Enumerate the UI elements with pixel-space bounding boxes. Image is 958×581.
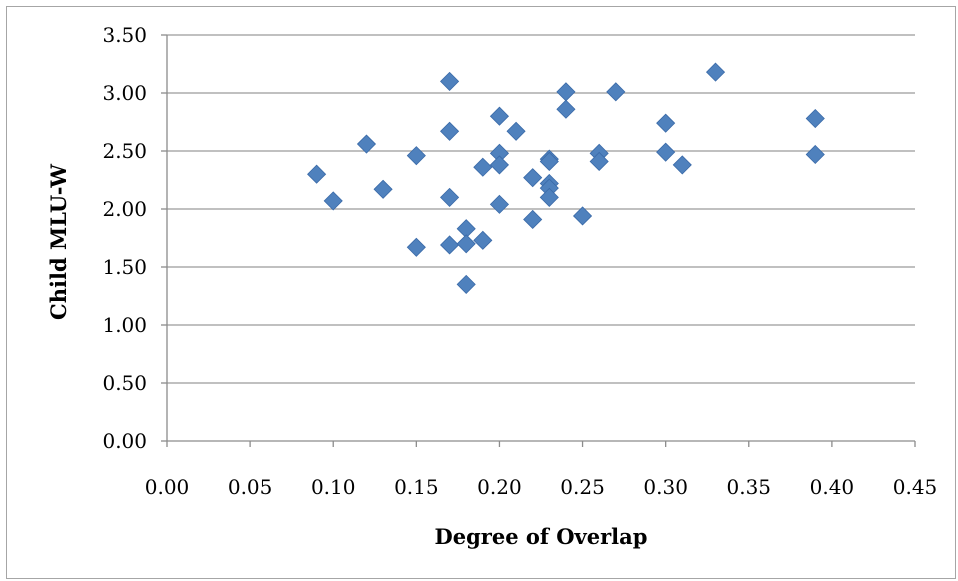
data-point-27 [556,82,576,102]
data-point-37 [805,108,825,129]
data-point-15 [489,106,510,126]
data-point-28 [556,99,576,119]
data-points [307,62,825,294]
x-tick-label: 0.45 [893,475,938,499]
data-point-9 [440,235,460,255]
x-tick-label: 0.40 [810,475,855,499]
data-point-14 [473,230,493,250]
chart-frame [6,6,956,579]
x-tick-label: 0.10 [311,475,356,499]
y-tick-label: 3.50 [102,23,147,47]
data-point-32 [606,82,626,102]
x-tick-label: 0.05 [228,475,273,499]
data-point-21 [523,209,543,230]
x-tick-label: 0.35 [727,475,772,499]
data-point-18 [489,194,510,214]
axes [161,34,916,447]
x-tick-label: 0.00 [145,475,190,499]
data-point-2 [356,134,377,154]
x-tick-label: 0.15 [394,475,439,499]
data-point-5 [406,237,426,257]
data-point-0 [307,164,327,184]
data-point-4 [406,146,426,166]
data-point-3 [373,179,393,199]
x-tick-label: 0.25 [560,475,605,499]
gridlines [167,34,915,384]
data-point-23 [539,151,559,172]
data-point-13 [473,157,493,177]
data-point-6 [440,71,460,91]
x-tick-labels: 0.00 0.05 0.10 0.15 0.20 0.25 0.30 0.35 0.40 0.45 [145,475,938,499]
data-point-19 [506,121,526,141]
y-tick-label: 3.00 [102,81,147,105]
data-point-34 [656,142,676,162]
data-point-1 [323,191,343,211]
data-point-29 [572,206,593,226]
x-axis-title: Degree of Overlap [435,524,648,549]
x-tick-label: 0.20 [477,475,522,499]
y-tick-label: 2.50 [102,139,147,163]
y-tick-label: 0.50 [102,371,147,395]
data-point-31 [589,151,609,172]
data-point-17 [489,155,510,175]
data-point-38 [805,144,825,165]
y-tick-labels: 0.00 0.50 1.00 1.50 2.00 2.50 3.00 3.50 [102,23,147,453]
x-tick-label: 0.30 [643,475,688,499]
data-point-20 [523,168,543,188]
data-point-35 [672,155,692,175]
data-point-11 [456,234,476,254]
data-point-36 [705,62,726,82]
y-tick-label: 2.00 [102,197,147,221]
data-point-12 [456,274,476,294]
data-point-7 [440,121,460,141]
y-axis-title: Child MLU-W [46,164,71,320]
y-tick-label: 0.00 [102,429,147,453]
y-tick-label: 1.00 [102,313,147,337]
data-point-33 [656,113,676,133]
data-point-8 [440,187,460,207]
data-point-26 [539,187,559,207]
y-tick-label: 1.50 [102,255,147,279]
